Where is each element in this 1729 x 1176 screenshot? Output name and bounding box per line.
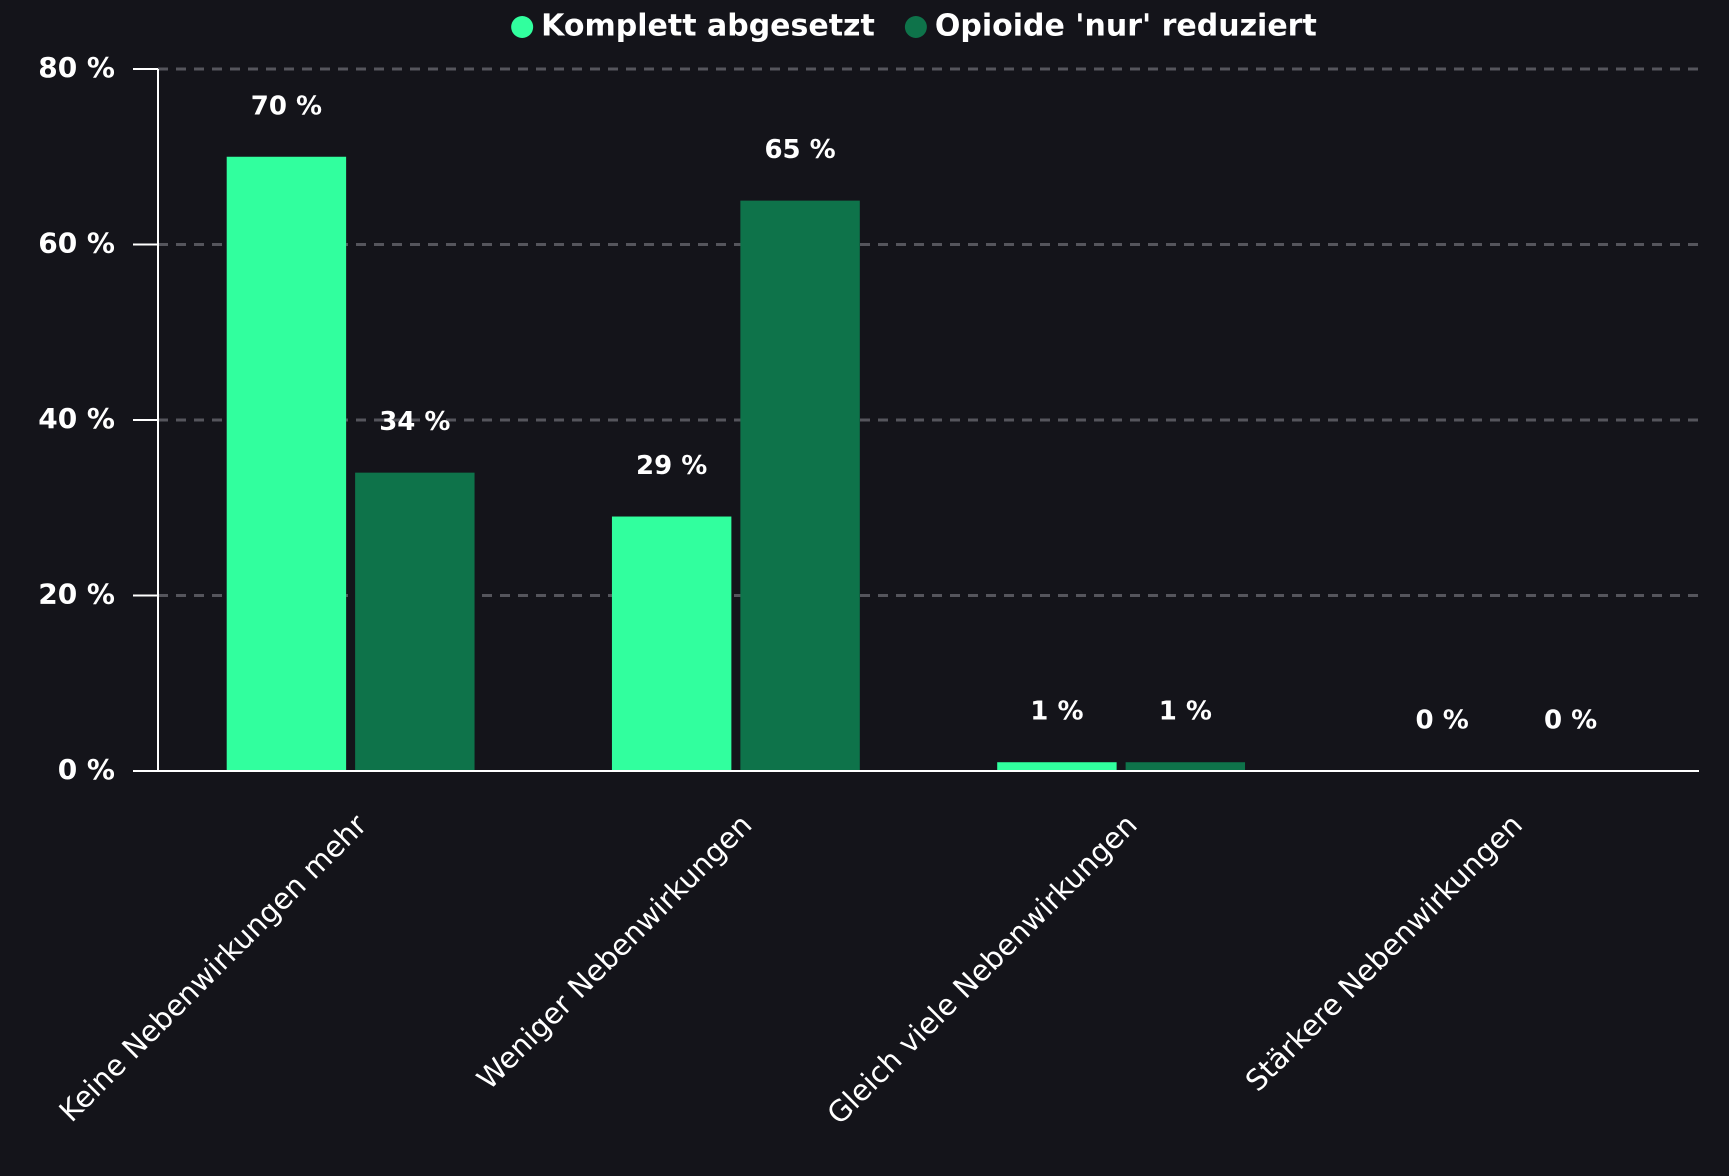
value-label: 1 %	[1030, 697, 1083, 727]
value-label: 29 %	[636, 451, 707, 481]
value-label: 34 %	[379, 407, 450, 437]
bar	[1125, 762, 1246, 771]
y-tick-label: 40 %	[38, 402, 115, 435]
bar	[355, 472, 475, 771]
value-label: 65 %	[764, 135, 835, 165]
bar	[997, 762, 1117, 771]
bar	[611, 516, 732, 771]
legend-label: Komplett abgesetzt	[541, 9, 875, 44]
value-label: 0 %	[1416, 706, 1469, 736]
y-tick-label: 0 %	[58, 753, 115, 786]
value-label: 70 %	[251, 91, 322, 121]
value-label: 0 %	[1544, 706, 1597, 736]
legend-marker	[904, 16, 927, 38]
legend-marker	[511, 16, 534, 38]
y-tick-label: 80 %	[38, 51, 115, 84]
y-tick-label: 60 %	[38, 227, 115, 260]
legend-label: Opioide 'nur' reduziert	[935, 9, 1317, 44]
bar	[740, 200, 860, 771]
value-label: 1 %	[1159, 697, 1212, 727]
y-tick-label: 20 %	[38, 578, 115, 611]
bar	[226, 156, 347, 771]
